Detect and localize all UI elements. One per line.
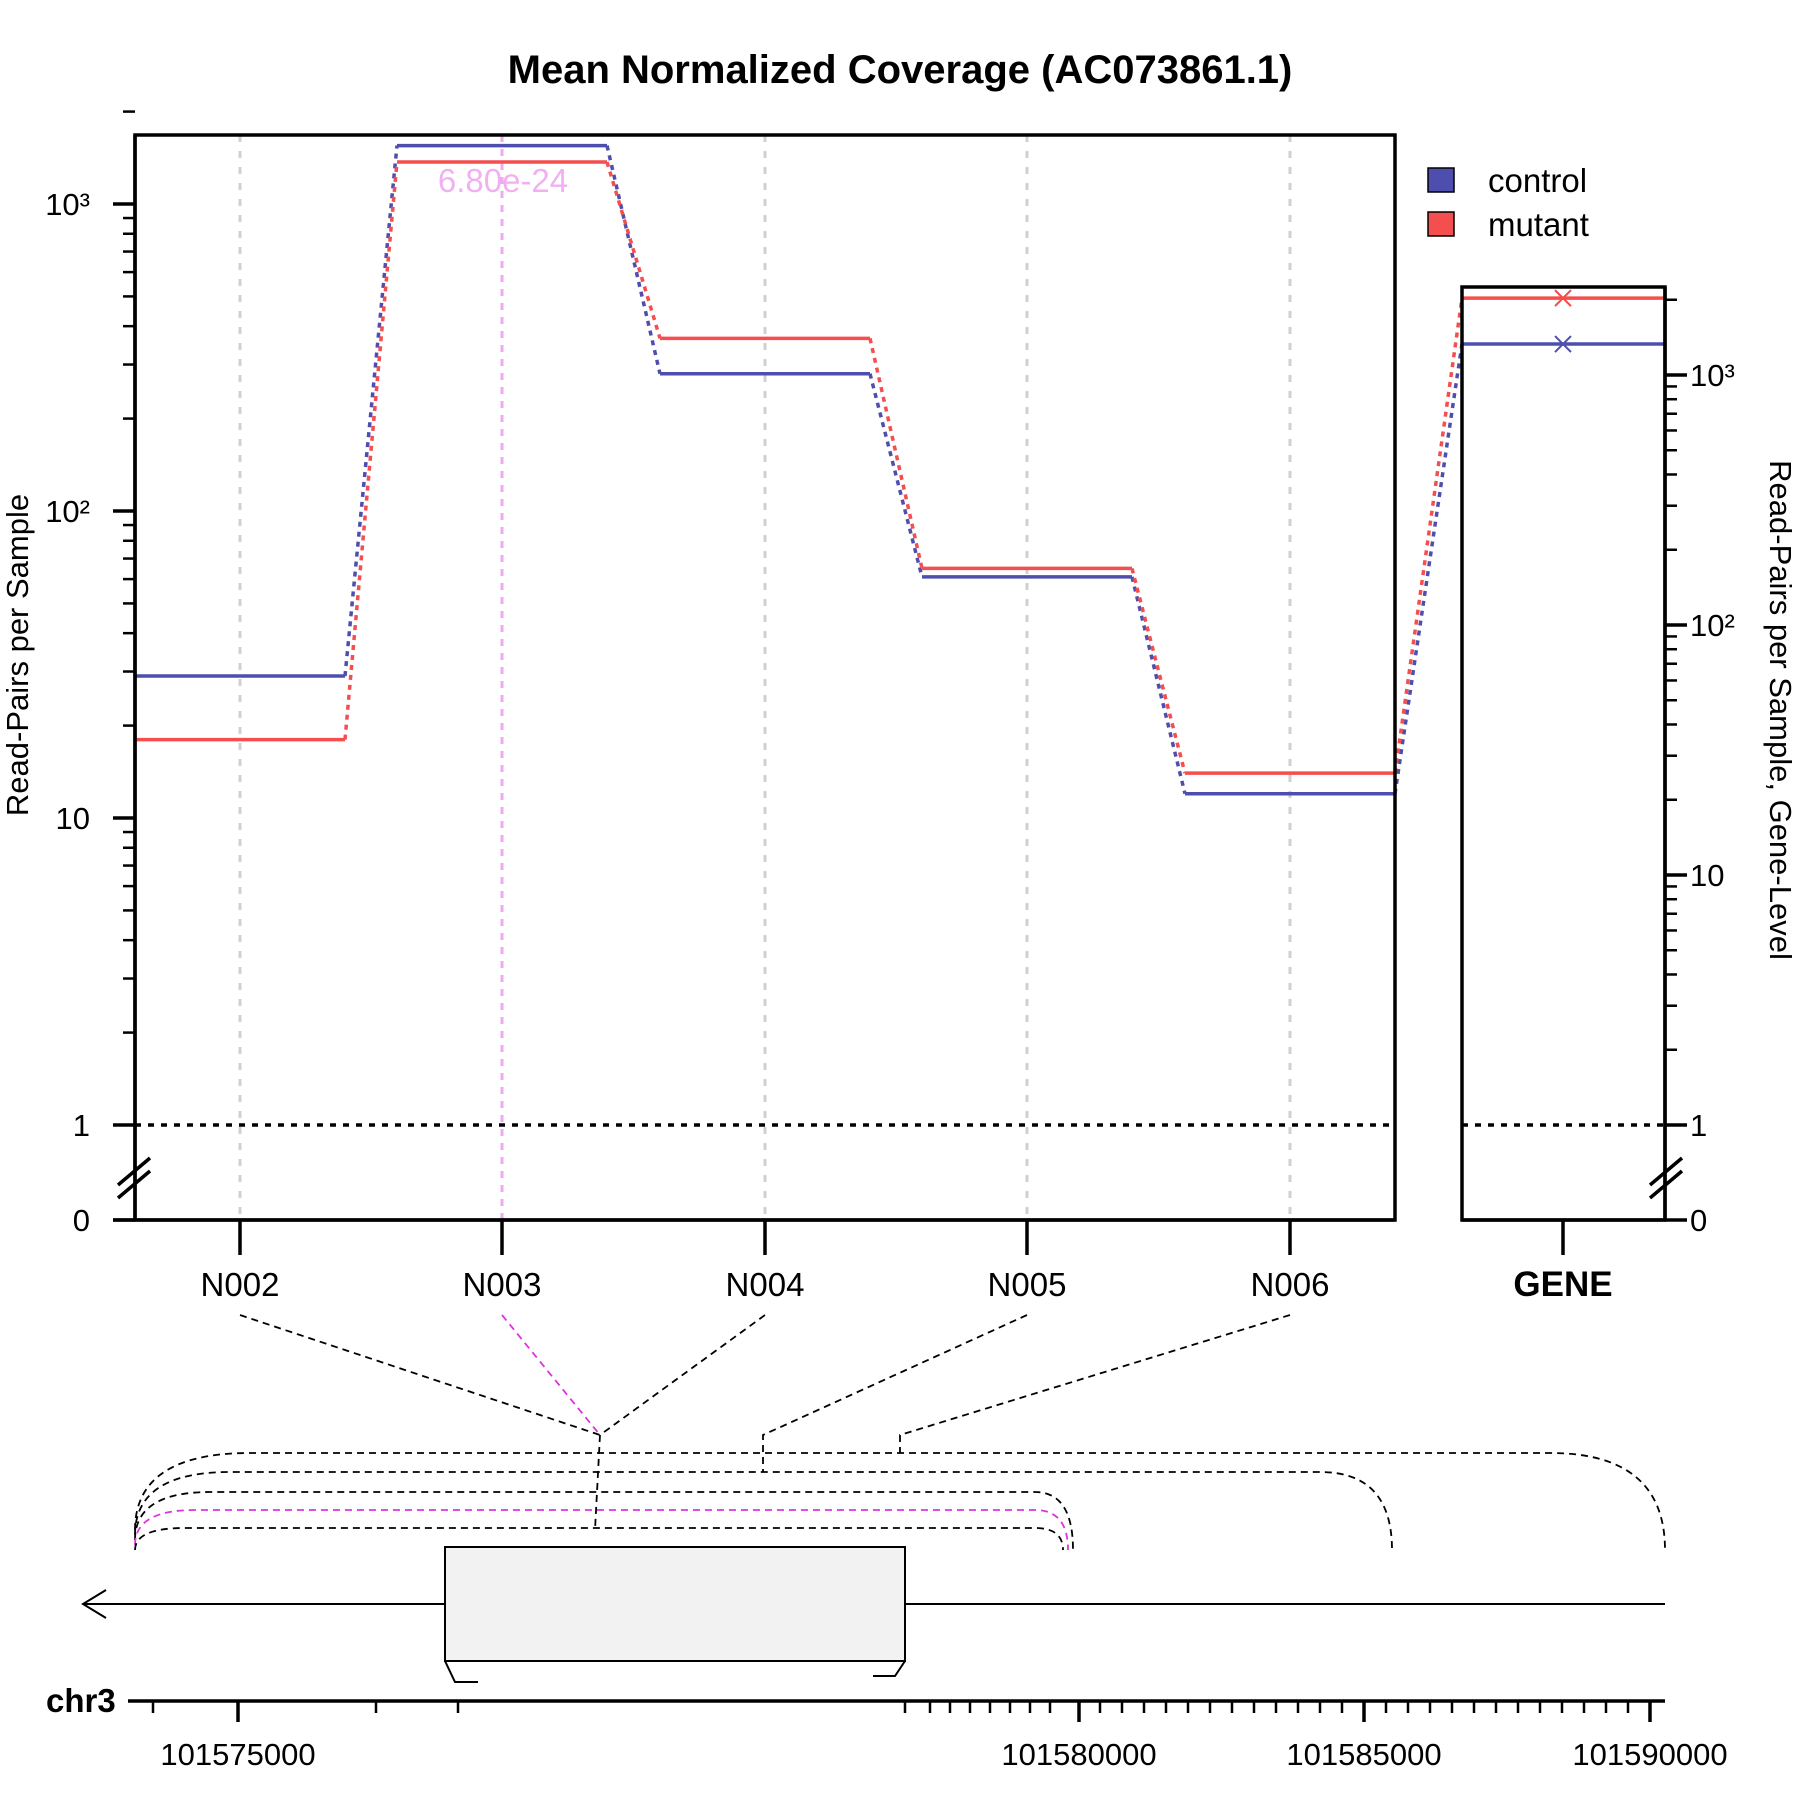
junction-arc-5 [134, 1527, 1064, 1551]
connector-control-2 [868, 373, 924, 578]
exon-bracket [444, 1660, 906, 1683]
gridlines [238, 135, 1292, 1220]
genome-axis: 101575000 101580000 101585000 101590000 [128, 1699, 1728, 1772]
gene-structure [81, 1314, 1666, 1683]
connector-control-1 [605, 145, 662, 375]
right-axis-title: Read-Pairs per Sample, Gene-Level [1763, 460, 1798, 960]
connector-control-0 [343, 145, 399, 677]
exon-box [444, 1546, 906, 1662]
junction-arc-4 [134, 1509, 1069, 1551]
genome-tick-label-1: 101580000 [1001, 1737, 1156, 1772]
gene-connector-control [1393, 343, 1464, 794]
legend-swatch-mutant [1427, 211, 1455, 237]
connector-n004 [599, 1314, 766, 1436]
connector-mutant-0 [343, 161, 399, 740]
gene-level-marker-control [1554, 335, 1572, 353]
gene-label: GENE [1513, 1265, 1612, 1304]
strand-arrow-icon [81, 1589, 107, 1619]
left-tick-label-10: 10 [56, 801, 90, 836]
left-tick-label-1000: 10³ [45, 187, 90, 222]
left-axis-break [116, 1156, 152, 1200]
chrom-label: chr3 [46, 1682, 116, 1719]
legend-label-control: control [1488, 162, 1587, 199]
right-tick-label-1000: 10³ [1690, 358, 1735, 393]
left-tick-label-100: 10² [45, 494, 90, 529]
left-axis-title: Read-Pairs per Sample [0, 494, 35, 816]
connector-n003 [501, 1314, 601, 1436]
x-tick-label-n006: N006 [1251, 1266, 1330, 1303]
right-tick-label-1: 1 [1690, 1108, 1707, 1143]
connector-n002 [239, 1314, 601, 1436]
genome-tick-label-0: 101575000 [160, 1737, 315, 1772]
left-y-axis: 0 1 10 10² 10³ [45, 110, 152, 1238]
connector-n005 [762, 1314, 1028, 1472]
legend-swatch-control [1427, 167, 1455, 193]
junction-arc-1 [134, 1452, 1666, 1551]
connector-vertical [594, 1434, 601, 1531]
series-layer [135, 143, 1395, 796]
connector-n006 [899, 1314, 1291, 1453]
right-tick-label-100: 10² [1690, 608, 1735, 643]
genome-tick-label-3: 101590000 [1572, 1737, 1727, 1772]
x-tick-label-n004: N004 [726, 1266, 805, 1303]
x-tick-label-n005: N005 [988, 1266, 1067, 1303]
x-tick-label-n002: N002 [201, 1266, 280, 1303]
gene-level-marker-mutant [1554, 289, 1572, 307]
connector-mutant-2 [868, 337, 924, 569]
left-tick-label-1: 1 [73, 1108, 90, 1143]
pvalue-label: 6.80e-24 [438, 162, 568, 199]
right-tick-label-10: 10 [1690, 858, 1724, 893]
junction-arc-3 [134, 1491, 1074, 1551]
left-tick-label-0: 0 [73, 1203, 90, 1238]
legend: control mutant [1427, 162, 1589, 243]
gene-plot-frame [1460, 285, 1667, 1222]
genome-tick-label-2: 101585000 [1286, 1737, 1441, 1772]
connector-mutant-3 [1130, 567, 1187, 774]
gene-connector-mutant [1393, 297, 1464, 774]
x-axis: N002 N003 N004 N005 N006 [113, 1218, 1665, 1303]
gene-level-layer [1393, 289, 1665, 794]
x-tick-label-n003: N003 [463, 1266, 542, 1303]
junction-arc-2 [134, 1471, 1393, 1551]
chart-title: Mean Normalized Coverage (AC073861.1) [508, 48, 1293, 92]
connector-control-3 [1130, 576, 1187, 795]
right-y-axis: 0 1 10 10² 10³ [1648, 287, 1735, 1238]
legend-label-mutant: mutant [1488, 206, 1589, 243]
right-tick-label-0: 0 [1690, 1203, 1707, 1238]
right-axis-break [1648, 1156, 1684, 1200]
connector-mutant-1 [605, 161, 662, 339]
